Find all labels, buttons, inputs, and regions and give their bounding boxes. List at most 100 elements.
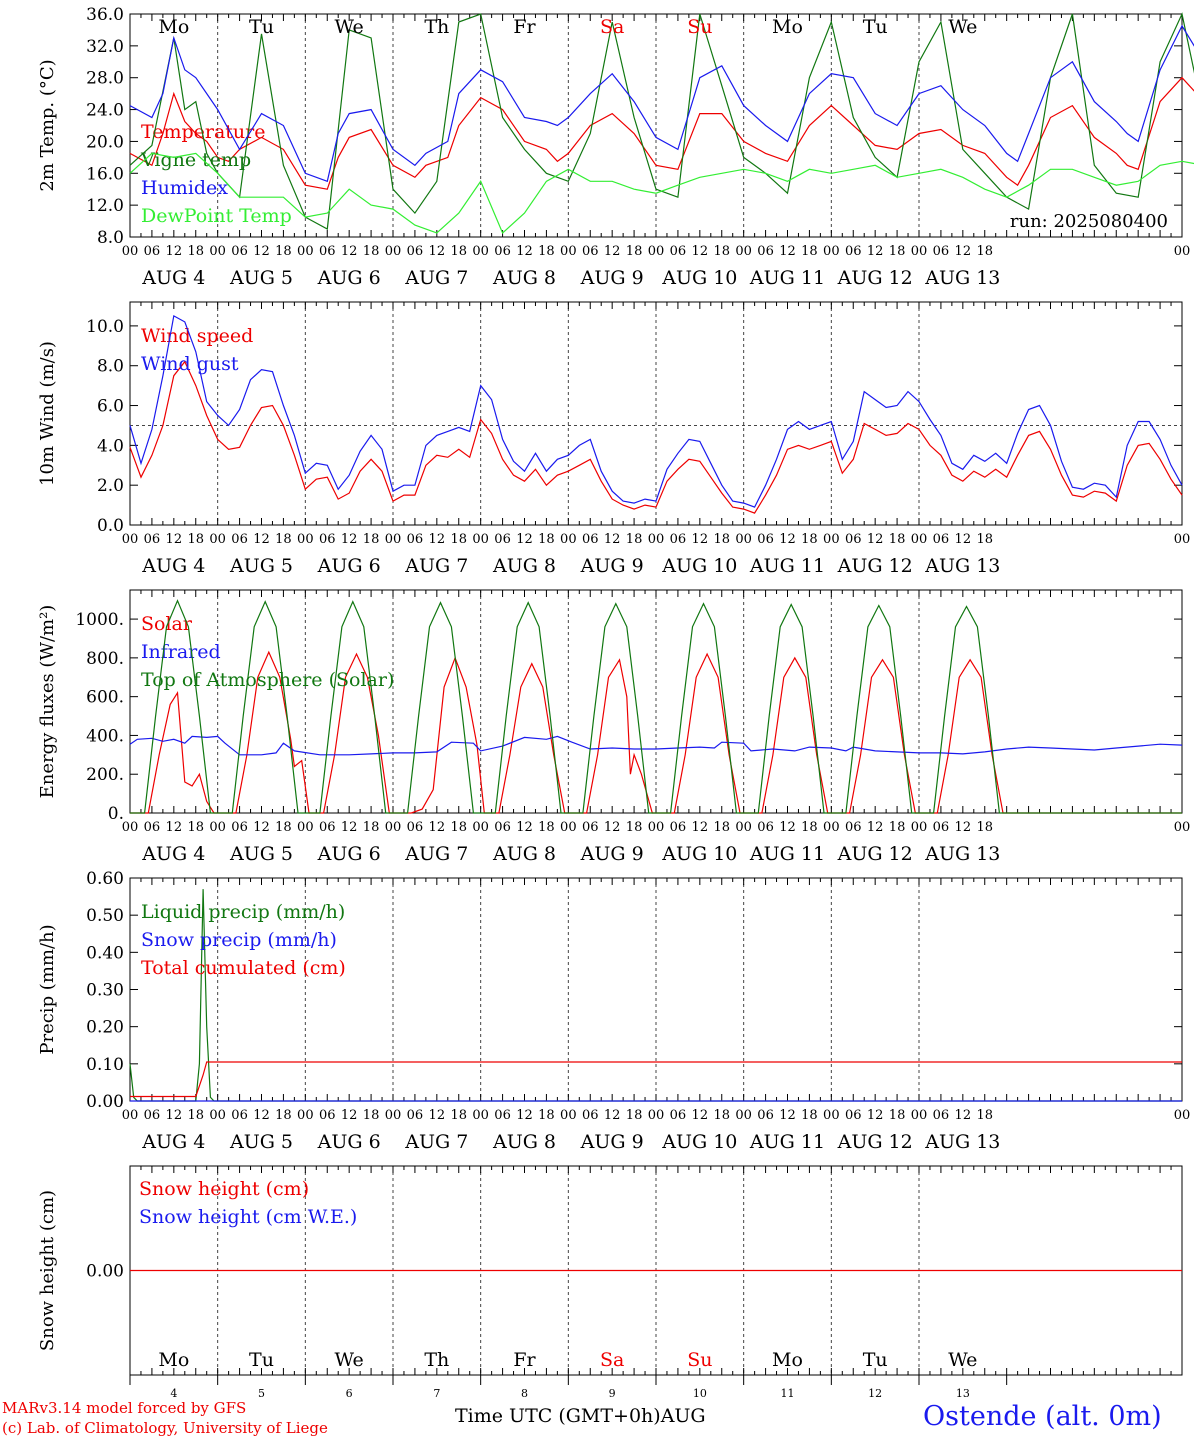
hour-tick-label: 06 (670, 532, 687, 547)
day-number: 4 (170, 1387, 177, 1400)
y-axis-label-flux: Energy fluxes (W/m²) (37, 605, 58, 799)
hour-tick-label: 00 (735, 820, 752, 835)
hour-tick-label: 00 (122, 1108, 139, 1123)
legend-entry: Snow height (cm) (139, 1178, 309, 1200)
hour-tick-label: 18 (889, 1108, 906, 1123)
hour-tick-label: 12 (604, 532, 621, 547)
y-tick-label: 0.00 (86, 1262, 124, 1282)
hour-tick-label: 12 (955, 820, 972, 835)
day-number: 11 (781, 1387, 795, 1400)
y-tick-label: 200. (86, 765, 124, 785)
day-number: 8 (521, 1387, 528, 1400)
date-label: AUG 7 (404, 555, 468, 577)
date-label: AUG 4 (141, 267, 205, 289)
date-label: AUG 8 (492, 267, 556, 289)
y-axis-label-temp: 2m Temp. (°C) (37, 59, 58, 191)
date-label: AUG 9 (580, 1131, 644, 1153)
day-name-top: Mo (158, 16, 189, 38)
hour-tick-label: 12 (779, 1108, 796, 1123)
copyright: (c) Lab. of Climatology, University of L… (2, 1419, 328, 1437)
hour-tick-label: 06 (319, 1108, 336, 1123)
hour-tick-label: 06 (845, 820, 862, 835)
hour-tick-label: 06 (494, 820, 511, 835)
hour-tick-label: 06 (231, 1108, 248, 1123)
date-label: AUG 13 (924, 1131, 1000, 1153)
y-tick-label: 10.0 (86, 317, 124, 337)
hour-tick-label: 00 (648, 820, 665, 835)
series-line-flux-2 (130, 599, 1182, 814)
hour-tick-label: 06 (407, 820, 424, 835)
hour-tick-label: 12 (604, 1108, 621, 1123)
hour-tick-label: 12 (867, 820, 884, 835)
day-name-bottom: We (948, 1349, 977, 1371)
hour-tick-label: 18 (976, 1108, 993, 1123)
legend-entry: Snow precip (mm/h) (141, 929, 337, 951)
station-name: Ostende (alt. 0m) (923, 1401, 1162, 1432)
y-tick-label: 0.0 (97, 516, 124, 536)
hour-tick-label: 00 (209, 1108, 226, 1123)
y-tick-label: 6.0 (97, 397, 124, 417)
date-label: AUG 10 (661, 555, 737, 577)
hour-tick-label: 18 (450, 820, 467, 835)
hour-tick-label: 06 (144, 532, 161, 547)
hour-tick-label: 18 (187, 532, 204, 547)
hour-tick-label: 00 (911, 244, 928, 259)
hour-tick-label: 06 (319, 820, 336, 835)
y-tick-label: 0.00 (86, 1092, 124, 1112)
legend-entry: Infrared (141, 641, 221, 663)
hour-tick-label: 12 (429, 532, 446, 547)
hour-tick-label: 00 (911, 820, 928, 835)
hour-tick-label: 18 (889, 532, 906, 547)
hour-tick-label: 12 (692, 244, 709, 259)
date-label: AUG 11 (749, 1131, 825, 1153)
y-tick-label: 36.0 (86, 5, 124, 25)
hour-tick-label: 06 (582, 532, 599, 547)
y-tick-label: 0.50 (86, 906, 124, 926)
hour-tick-label: 18 (801, 532, 818, 547)
hour-tick-label: 00 (472, 820, 489, 835)
y-tick-label: 28.0 (86, 69, 124, 89)
hour-tick-label: 06 (144, 1108, 161, 1123)
series-line-temp-3 (129, 152, 1194, 235)
series-line-wind-1 (129, 314, 1183, 508)
hour-tick-label: 00 (385, 1108, 402, 1123)
hour-tick-label: 06 (757, 532, 774, 547)
hour-tick-label: 06 (757, 820, 774, 835)
hour-tick-label: 12 (955, 244, 972, 259)
x-axis-label: Time UTC (GMT+0h)AUG (455, 1405, 706, 1427)
hour-tick-label: 12 (516, 820, 533, 835)
series-line-flux-0 (130, 650, 1182, 814)
y-tick-label: 0.20 (86, 1018, 124, 1038)
hour-tick-label: 00 (122, 820, 139, 835)
hour-tick-label: 18 (713, 1108, 730, 1123)
hour-tick-label: 18 (187, 1108, 204, 1123)
y-tick-label: 4.0 (97, 436, 124, 456)
y-tick-label: 600. (86, 688, 124, 708)
hour-tick-label: 06 (845, 244, 862, 259)
hour-tick-label: 00 (823, 532, 840, 547)
date-label: AUG 9 (580, 267, 644, 289)
hour-tick-label: 12 (166, 820, 183, 835)
hour-tick-label: 06 (582, 244, 599, 259)
hour-tick-label: 06 (231, 532, 248, 547)
hour-tick-label: 06 (933, 820, 950, 835)
hour-tick-label: 18 (626, 532, 643, 547)
y-tick-label: 800. (86, 649, 124, 669)
y-tick-label: 0. (108, 804, 124, 824)
y-tick-label: 8.0 (97, 228, 124, 248)
hour-tick-label: 18 (889, 244, 906, 259)
date-label: AUG 7 (404, 843, 468, 865)
day-number: 6 (346, 1387, 353, 1400)
date-label: AUG 6 (317, 843, 381, 865)
hour-tick-label: 00 (735, 1108, 752, 1123)
hour-tick-label: 18 (450, 1108, 467, 1123)
day-name-bottom: Tu (249, 1349, 274, 1371)
y-axis-label-wind: 10m Wind (m/s) (37, 341, 58, 486)
day-name-top: Tu (863, 16, 888, 38)
hour-tick-label: 00 (1174, 244, 1191, 259)
hour-tick-label: 18 (626, 820, 643, 835)
series-line-temp-1 (129, 12, 1194, 230)
y-tick-label: 0.40 (86, 943, 124, 963)
date-label: AUG 5 (229, 1131, 293, 1153)
hour-tick-label: 06 (845, 1108, 862, 1123)
